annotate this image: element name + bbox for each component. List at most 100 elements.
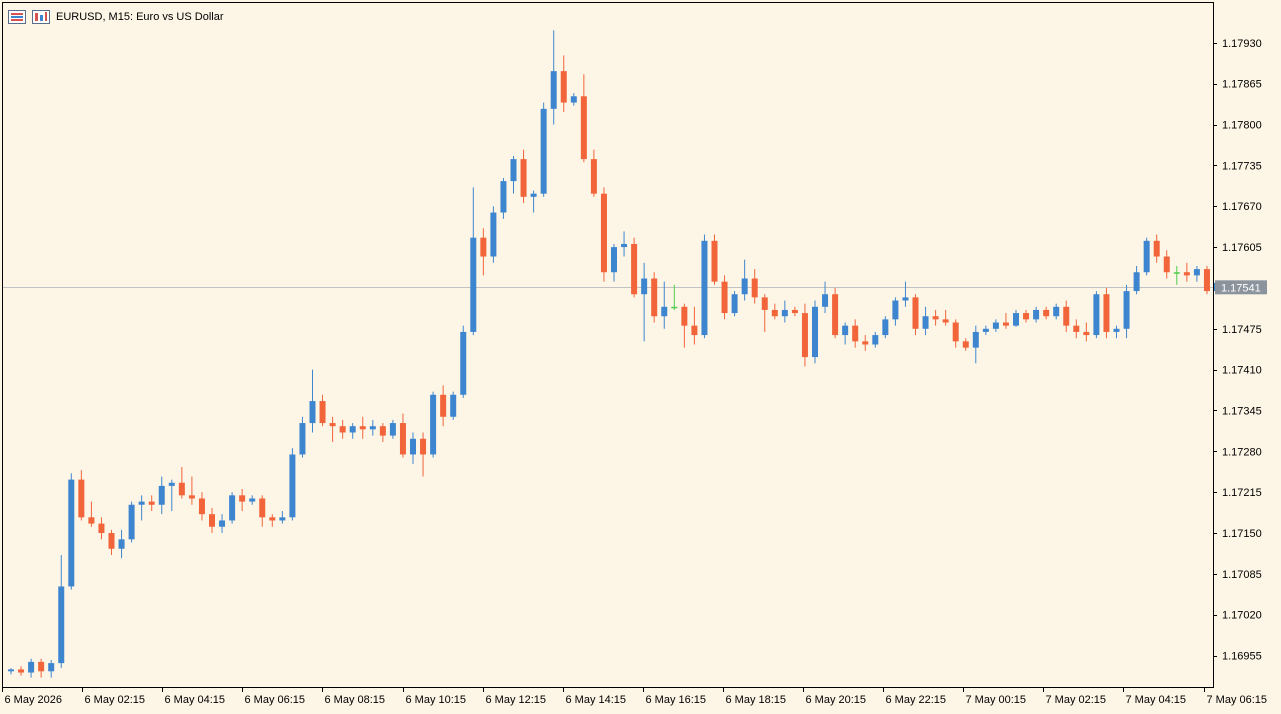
candle-body xyxy=(188,495,195,499)
candle-body xyxy=(801,313,808,358)
candle-body xyxy=(399,423,406,455)
candle-body xyxy=(661,306,668,317)
candle-body xyxy=(289,454,296,518)
candle-body xyxy=(932,316,939,320)
candle-body xyxy=(822,294,829,307)
candle-body xyxy=(430,394,437,455)
candle-body xyxy=(28,661,35,673)
candle-body xyxy=(872,335,879,345)
candle-body xyxy=(731,294,738,314)
candle-body xyxy=(450,394,457,417)
candle-body xyxy=(721,281,728,314)
x-tick-label: 6 May 20:15 xyxy=(806,694,867,706)
candle-body xyxy=(118,539,125,549)
candle-body xyxy=(902,297,909,301)
candle-body xyxy=(239,495,246,502)
y-tick-label: 1.17930 xyxy=(1222,38,1262,50)
x-tick-label: 7 May 04:15 xyxy=(1126,694,1187,706)
x-tick-label: 6 May 10:15 xyxy=(406,694,467,706)
y-tick-label: 1.17150 xyxy=(1222,528,1262,540)
candle-body xyxy=(982,328,989,332)
candle-body xyxy=(681,306,688,326)
candle-body xyxy=(1133,272,1140,292)
x-tick-label: 7 May 00:15 xyxy=(966,694,1027,706)
candle-body xyxy=(339,426,346,433)
candle-body xyxy=(1143,240,1150,273)
candle-body xyxy=(269,517,276,521)
candle-body xyxy=(48,663,55,672)
candle-body xyxy=(158,485,165,505)
candle-body xyxy=(1203,269,1210,292)
candle-body xyxy=(520,159,527,197)
candle-body xyxy=(229,495,236,521)
x-tick-label: 7 May 06:15 xyxy=(1207,694,1268,706)
candle-body xyxy=(168,482,175,486)
y-tick-label: 1.17085 xyxy=(1222,569,1262,581)
candle-body xyxy=(701,240,708,336)
y-tick-label: 1.17670 xyxy=(1222,201,1262,213)
y-tick-label: 1.17345 xyxy=(1222,405,1262,417)
candle-body xyxy=(942,319,949,323)
y-tick-label: 1.17280 xyxy=(1222,446,1262,458)
candle-body xyxy=(1083,331,1090,336)
candle-body xyxy=(540,108,547,194)
candle-body xyxy=(1033,309,1040,320)
candle-body xyxy=(219,520,226,527)
candle-body xyxy=(852,325,859,342)
candle-body xyxy=(198,498,205,515)
candle-body xyxy=(349,426,356,433)
y-tick-label: 1.17800 xyxy=(1222,120,1262,132)
candle-body xyxy=(38,661,45,672)
x-tick-label: 6 May 2026 xyxy=(5,694,62,706)
plot-frame xyxy=(2,2,1214,688)
candle-body xyxy=(832,294,839,336)
candle-body xyxy=(138,501,145,505)
current-price-label: 1.17541 xyxy=(1221,282,1261,294)
candle-body xyxy=(631,243,638,295)
candle-body xyxy=(1173,272,1180,274)
chart-list-icon[interactable] xyxy=(8,10,26,24)
candle-body xyxy=(600,193,607,273)
candle-body xyxy=(1002,322,1009,326)
x-tick-label: 6 May 22:15 xyxy=(886,694,947,706)
candle-body xyxy=(570,96,577,103)
candle-body xyxy=(440,394,447,417)
y-tick-label: 1.17410 xyxy=(1222,365,1262,377)
y-tick-label: 1.17865 xyxy=(1222,79,1262,91)
candle-body xyxy=(771,309,778,317)
candle-body xyxy=(671,306,678,309)
x-tick-label: 6 May 14:15 xyxy=(566,694,627,706)
candle-body xyxy=(641,278,648,295)
x-tick-label: 7 May 02:15 xyxy=(1046,694,1107,706)
candle-body xyxy=(510,159,517,182)
candle-body xyxy=(992,322,999,329)
x-tick-label: 6 May 16:15 xyxy=(646,694,707,706)
y-tick-label: 1.16955 xyxy=(1222,651,1262,663)
candle-body xyxy=(148,501,155,505)
candle-body xyxy=(259,498,266,518)
candle-body xyxy=(108,533,115,549)
candle-body xyxy=(389,423,396,436)
candle-body xyxy=(1153,240,1160,257)
candle-body xyxy=(922,316,929,329)
x-tick-label: 6 May 02:15 xyxy=(85,694,146,706)
x-tick-label: 6 May 08:15 xyxy=(325,694,386,706)
candle-body xyxy=(309,401,316,424)
candle-body xyxy=(1093,294,1100,336)
candle-body xyxy=(892,300,899,320)
candle-body xyxy=(299,423,306,455)
candle-body xyxy=(88,517,95,524)
candle-body xyxy=(369,426,376,430)
candle-body xyxy=(1023,313,1030,320)
x-tick-label: 6 May 18:15 xyxy=(726,694,787,706)
candle-body xyxy=(862,341,869,345)
candle-body xyxy=(470,237,477,332)
candle-body xyxy=(8,669,14,672)
candle-body xyxy=(1063,306,1070,326)
chart-bars-icon[interactable] xyxy=(32,10,50,24)
y-tick-label: 1.17735 xyxy=(1222,160,1262,172)
candle-body xyxy=(621,243,628,248)
candle-body xyxy=(128,504,135,540)
